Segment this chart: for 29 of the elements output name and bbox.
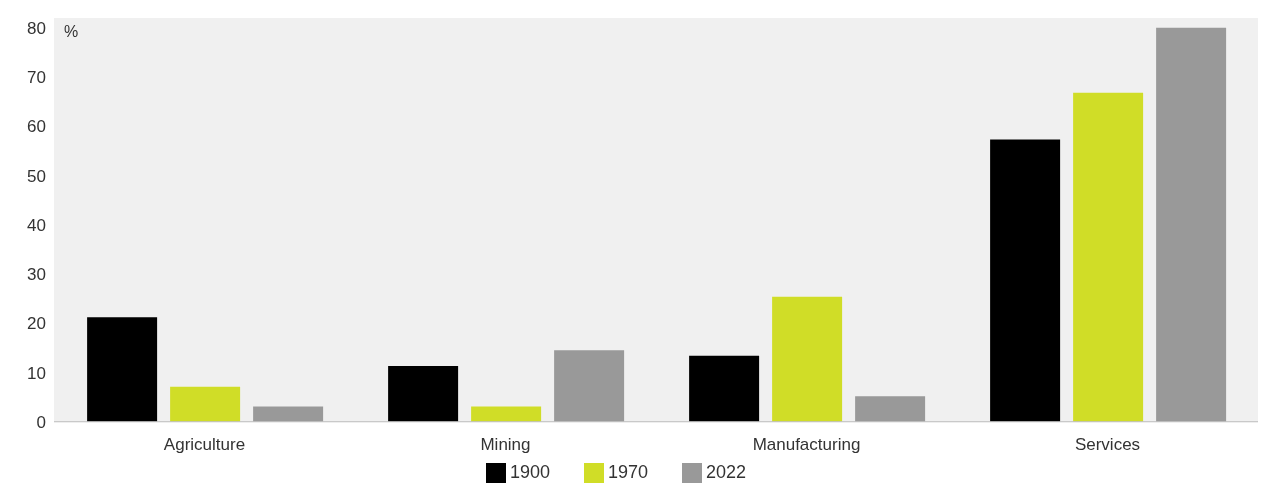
- y-tick-label: 20: [27, 314, 46, 334]
- bar: [855, 396, 926, 422]
- legend-label: 2022: [706, 461, 747, 482]
- bar: [87, 317, 158, 422]
- legend-label: 1970: [607, 461, 649, 482]
- y-tick-label: 10: [27, 363, 46, 383]
- bar: [1156, 27, 1227, 422]
- bar: [554, 350, 625, 422]
- y-tick-label: 60: [27, 117, 46, 137]
- bar: [388, 366, 459, 422]
- bar: [170, 386, 241, 422]
- y-tick-label: 70: [27, 68, 46, 88]
- bar: [471, 406, 542, 422]
- bar: [990, 139, 1061, 422]
- y-tick-label: 80: [27, 18, 46, 38]
- x-tick-label: Agriculture: [163, 434, 246, 454]
- legend-label: 1900: [509, 461, 550, 482]
- y-tick-label: 30: [27, 265, 46, 285]
- bar: [1073, 92, 1144, 422]
- y-axis-title: %: [64, 23, 79, 41]
- x-tick-label: Manufacturing: [752, 434, 861, 454]
- bar: [689, 355, 760, 422]
- x-tick-label: Mining: [480, 434, 531, 454]
- bar: [253, 406, 324, 422]
- bar: [772, 296, 843, 422]
- y-tick-label: 0: [36, 412, 46, 432]
- y-tick-label: 40: [27, 215, 46, 235]
- y-tick-label: 50: [27, 166, 46, 186]
- x-tick-label: Services: [1074, 434, 1141, 454]
